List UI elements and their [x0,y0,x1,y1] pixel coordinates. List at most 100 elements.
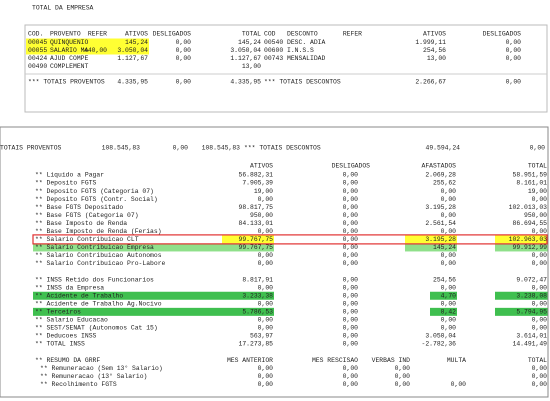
column-header: PROVENTO [50,31,81,38]
cell: 254,56 [423,47,446,54]
cell: 9.072,47 [516,276,547,283]
cell: ** Salario Educacao [35,317,108,324]
cell: 0,00 [176,39,192,46]
cell: 0,00 [176,47,192,54]
cell: 99.767,75 [238,244,273,251]
cell: 0,00 [343,212,359,219]
cell: 0,00 [532,300,548,307]
cell: 19,00 [254,188,273,195]
cell: 255,62 [433,180,456,187]
column-header: ATIVOS [423,31,446,38]
cell: 0,00 [343,300,359,307]
column-header: ATIVOS [250,163,273,170]
cell: 0,00 [441,196,457,203]
cell: 0,00 [441,317,457,324]
cell: 00045 [28,39,47,46]
cell: ** INSS da Empresa [35,284,104,291]
highlight [33,307,274,316]
cell: 0,00 [395,365,411,372]
cell: 0,00 [343,252,359,259]
highlight [430,291,457,300]
cell: 7.905,39 [242,180,273,187]
cell: 0,00 [532,260,548,267]
cell: 254,56 [433,276,456,283]
cell: ** Recolhimento FGTS [40,381,117,388]
cell: 0,00 [258,228,274,235]
cell: ** Deposito FGTS (Contr. Social) [35,196,158,203]
cell: 0,00 [532,381,548,388]
cell: I.N.S.S [287,47,314,54]
column-header: DESCONTO [287,31,318,38]
cell: 0,00 [395,381,411,388]
cell: 0,00 [343,228,359,235]
cell: 0,00 [343,180,359,187]
cell: AJUD COMPE [50,55,89,62]
cell: 0,00 [258,317,274,324]
cell: 00424 [28,55,47,62]
top-panel [24,24,548,113]
total-cell: 49.594,24 [425,145,460,152]
cell: 0,00 [532,228,548,235]
section-title: TOTAL DA EMPRESA [32,5,94,12]
column-header: ** RESUMO DA GRRF [35,357,100,364]
cell: 0,00 [532,325,548,332]
column-header: DESLIGADOS [153,31,192,38]
cell: 86.694,55 [512,220,547,227]
cell: 0,00 [506,55,522,62]
cell: 2.069,28 [425,172,456,179]
cell: 440,00 [84,47,107,54]
cell: ** Acidente de Trabalho [35,292,123,299]
cell: 00743 [264,55,283,62]
cell: 0,00 [343,188,359,195]
cell: DESC. ADIA [287,39,326,46]
highlight [405,235,457,244]
cell: ** INSS Retido dos Funcionarios [35,276,154,283]
cell: 3.050,04 [425,333,456,340]
cell: ** TOTAL INSS [35,341,85,348]
cell: 563,97 [250,333,273,340]
cell: 00055 [28,47,47,54]
cell: 0,00 [441,228,457,235]
highlight [495,291,548,300]
cell: 0,00 [343,341,359,348]
cell: 0,00 [343,373,359,380]
highlight [33,243,274,252]
cell: 1.127,67 [117,55,148,62]
cell: 00540 [264,39,283,46]
cell: ** Terceiros [35,309,81,316]
cell: 58.951,59 [512,172,547,179]
cell: ** Salario Contribuicao Empresa [35,244,154,251]
cell: 8,42 [441,309,457,316]
cell: 0,00 [258,196,274,203]
cell: 0,00 [343,236,359,243]
cell: 8.161,01 [516,180,547,187]
cell: 0,00 [506,47,522,54]
highlight-box [32,234,548,245]
highlight [26,38,149,55]
cell: 1.999,11 [415,39,446,46]
column-header: COD. [28,31,43,38]
cell: 98.817,75 [238,204,273,211]
total-cell: 0,00 [530,145,546,152]
cell: 0,00 [258,381,274,388]
cell: 56.882,31 [238,172,273,179]
cell: 0,00 [343,365,359,372]
column-header: DESLIGADOS [332,163,371,170]
cell: 0,00 [343,381,359,388]
cell: 0,00 [441,284,457,291]
cell: 0,00 [532,252,548,259]
total-cell: 4.335,95 [117,79,148,86]
cell: 8.817,91 [242,276,273,283]
cell: 0,00 [176,55,192,62]
cell: 3.195,28 [425,204,456,211]
highlight [222,235,274,244]
highlight [405,243,457,252]
cell: 3.233,38 [242,292,273,299]
cell: 84.133,01 [238,220,273,227]
column-header: DESLIGADOS [483,31,522,38]
cell: 00600 [264,47,283,54]
cell: 0,00 [343,325,359,332]
highlight [495,235,548,244]
bottom-panel [0,126,549,398]
cell: 3.195,28 [425,236,456,243]
